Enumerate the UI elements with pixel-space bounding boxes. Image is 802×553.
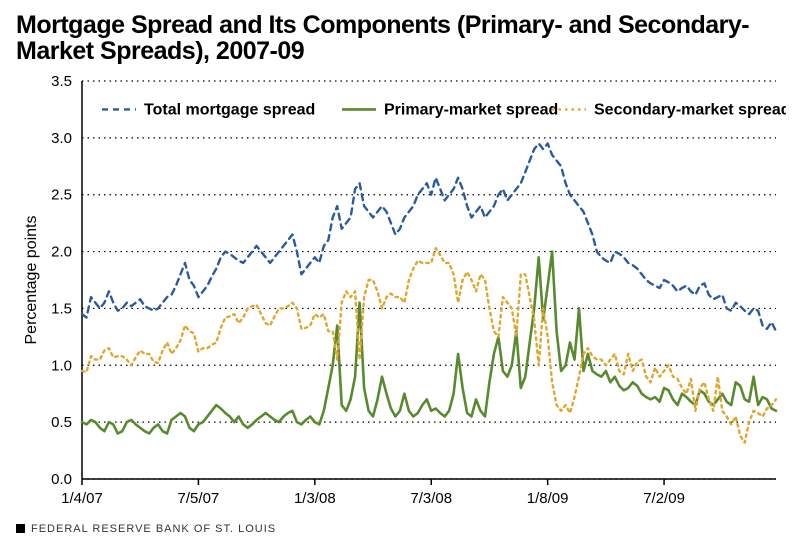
svg-text:Percentage points: Percentage points [23, 215, 40, 344]
source-footer: FEDERAL RESERVE BANK OF ST. LOUIS [16, 523, 786, 535]
chart-area: 0.0 0.5 1.0 1.5 2.0 2.5 3.0 3.5 1/4/07 7/5/07 1/3/… [16, 75, 786, 515]
svg-text:7/2/09: 7/2/09 [643, 490, 685, 507]
svg-text:Total mortgage spread: Total mortgage spread [144, 101, 315, 118]
chart-svg: 0.0 0.5 1.0 1.5 2.0 2.5 3.0 3.5 1/4/07 7/5/07 1/3/… [16, 75, 786, 515]
svg-text:1/8/09: 1/8/09 [527, 490, 569, 507]
square-icon [16, 524, 25, 533]
svg-text:2.5: 2.5 [51, 186, 72, 203]
svg-text:Primary-market spread: Primary-market spread [384, 101, 558, 118]
svg-text:3.5: 3.5 [51, 75, 72, 90]
svg-text:1.5: 1.5 [51, 300, 72, 317]
svg-text:3.0: 3.0 [51, 129, 72, 146]
svg-text:0.5: 0.5 [51, 414, 72, 431]
chart-title: Mortgage Spread and Its Components (Prim… [16, 12, 786, 65]
svg-text:7/3/08: 7/3/08 [410, 490, 452, 507]
svg-text:2.0: 2.0 [51, 243, 72, 260]
svg-text:1/3/08: 1/3/08 [294, 490, 336, 507]
svg-text:1/4/07: 1/4/07 [61, 490, 103, 507]
svg-text:0.0: 0.0 [51, 471, 72, 488]
svg-text:1.0: 1.0 [51, 357, 72, 374]
source-label: FEDERAL RESERVE BANK OF ST. LOUIS [31, 523, 276, 535]
svg-text:Secondary-market spread: Secondary-market spread [594, 101, 786, 118]
svg-text:7/5/07: 7/5/07 [178, 490, 220, 507]
